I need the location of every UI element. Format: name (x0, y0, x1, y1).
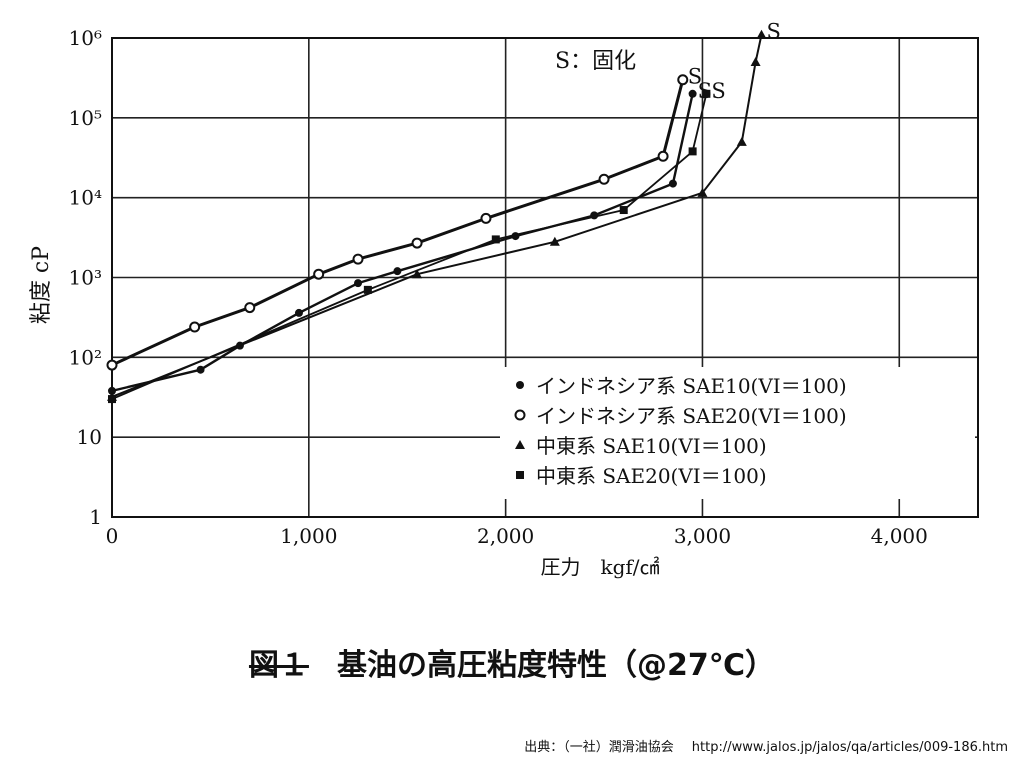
data-point (598, 173, 610, 185)
data-point (313, 268, 325, 280)
data-point (688, 147, 697, 156)
data-point (189, 321, 201, 333)
source-url: http://www.jalos.jp/jalos/qa/articles/00… (691, 740, 1008, 755)
x-tick-label: 4,000 (871, 524, 928, 548)
data-point (480, 212, 492, 224)
data-point (514, 409, 526, 421)
legend-entry: 中東系 SAE20(VI＝100) (536, 464, 767, 488)
y-tick-label: 10 (77, 425, 102, 449)
legend-entry: インドネシア系 SAE10(VI＝100) (536, 374, 847, 398)
data-point (677, 74, 689, 86)
x-tick-label: 2,000 (477, 524, 534, 548)
series-group: S (108, 79, 712, 395)
solidification-label: S (688, 65, 702, 89)
y-tick-label: 10² (69, 345, 102, 369)
y-tick-label: 10⁵ (69, 106, 102, 130)
data-point (108, 395, 116, 404)
data-point (354, 279, 363, 288)
legend-entry: 中東系 SAE10(VI＝100) (536, 434, 767, 458)
solidification-label: S (711, 79, 725, 103)
x-tick-label: 0 (106, 524, 119, 548)
y-tick-label: 10³ (69, 266, 102, 290)
figure-number: 図１ (248, 648, 309, 683)
data-point (411, 237, 423, 249)
data-point (106, 359, 118, 371)
source-label: 出典：（一社）潤滑油協会 (524, 740, 674, 755)
data-point (657, 150, 669, 162)
viscosity-pressure-chart: 1 10 10² 10³ 10⁴ 10⁵ 10⁶ 0 1,000 2,000 3,000 4,000… (29, 20, 979, 579)
y-tick-label: 1 (89, 505, 102, 529)
y-tick-label: 10⁴ (69, 186, 102, 210)
series-line (111, 93, 694, 393)
y-tick-labels: 1 10 10² 10³ 10⁴ 10⁵ 10⁶ (69, 26, 102, 529)
data-point (549, 236, 560, 246)
data-point (108, 386, 116, 395)
data-point (294, 308, 303, 317)
data-point (736, 136, 747, 146)
data-point (688, 89, 697, 98)
data-point (352, 253, 364, 265)
data-point (363, 285, 372, 294)
data-point (196, 365, 205, 374)
x-tick-labels: 0 1,000 2,000 3,000 4,000 (106, 524, 928, 548)
figure-caption: 図１ 基油の高圧粘度特性（@27℃） (0, 640, 1024, 684)
data-point (244, 302, 256, 314)
y-axis-label: 粘度 cP (29, 246, 54, 324)
data-point (668, 179, 677, 188)
series-line (111, 79, 685, 367)
series-line (111, 34, 763, 398)
data-point (619, 206, 628, 215)
legend-box (500, 367, 975, 499)
x-axis-label: 圧力 kgf/㎠ (540, 555, 659, 579)
data-point (393, 267, 402, 276)
figure-title: 基油の高圧粘度特性（@27℃） (336, 648, 776, 683)
x-tick-label: 1,000 (280, 524, 337, 548)
x-tick-label: 3,000 (674, 524, 731, 548)
data-point (697, 187, 708, 197)
source-credit: 出典：（一社）潤滑油協会 http://www.jalos.jp/jalos/qa… (524, 736, 1008, 755)
data-point (491, 235, 500, 244)
y-tick-label: 10⁶ (69, 26, 102, 50)
series-group: S (106, 65, 702, 371)
data-point (702, 89, 711, 98)
chart-legend: インドネシア系 SAE10(VI＝100) インドネシア系 SAE20(VI＝10… (500, 367, 975, 499)
data-point (412, 269, 423, 279)
data-point (516, 471, 524, 479)
data-point (516, 381, 524, 389)
legend-entry: インドネシア系 SAE20(VI＝100) (536, 404, 847, 428)
plot-frame (111, 37, 979, 518)
series-line (111, 93, 708, 400)
data-series: SSSS (106, 20, 781, 404)
data-point (750, 57, 761, 67)
data-point (515, 440, 525, 449)
series-group: S (108, 79, 726, 404)
data-point (756, 29, 767, 39)
solidification-label: S (767, 20, 781, 44)
solidification-annotation: S：固化 (555, 49, 636, 74)
